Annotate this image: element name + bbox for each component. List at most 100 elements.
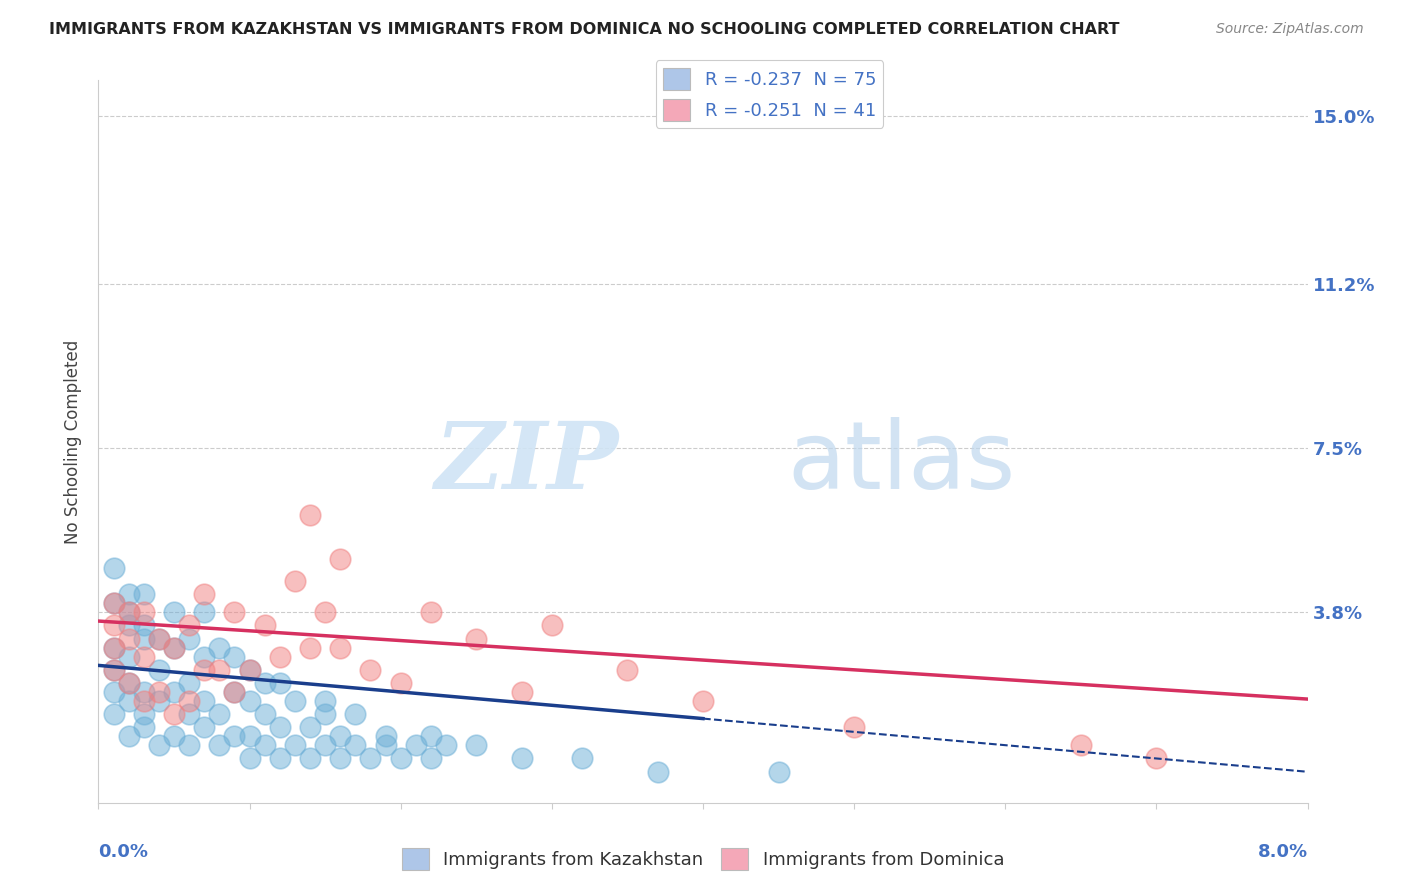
Point: [253, 618, 276, 632]
Point: [103, 596, 125, 610]
Point: [420, 605, 443, 619]
Point: [616, 663, 638, 677]
Point: [103, 663, 125, 677]
Point: [193, 605, 215, 619]
Point: [647, 764, 669, 779]
Point: [224, 649, 246, 664]
Point: [239, 729, 262, 743]
Point: [179, 707, 201, 722]
Point: [510, 685, 533, 699]
Point: [253, 707, 276, 722]
Point: [299, 508, 322, 522]
Point: [103, 596, 125, 610]
Text: 0.0%: 0.0%: [98, 843, 149, 861]
Point: [374, 729, 396, 743]
Point: [148, 738, 170, 752]
Point: [118, 605, 141, 619]
Point: [208, 640, 231, 655]
Point: [193, 663, 215, 677]
Point: [329, 729, 352, 743]
Point: [465, 632, 488, 646]
Point: [163, 685, 186, 699]
Point: [163, 707, 186, 722]
Point: [118, 632, 141, 646]
Point: [148, 632, 170, 646]
Point: [420, 729, 443, 743]
Point: [239, 751, 262, 765]
Point: [299, 721, 322, 735]
Point: [208, 707, 231, 722]
Point: [132, 694, 155, 708]
Text: 8.0%: 8.0%: [1257, 843, 1308, 861]
Point: [1146, 751, 1168, 765]
Point: [434, 738, 457, 752]
Point: [510, 751, 533, 765]
Point: [179, 618, 201, 632]
Legend: Immigrants from Kazakhstan, Immigrants from Dominica: Immigrants from Kazakhstan, Immigrants f…: [395, 840, 1011, 877]
Point: [465, 738, 488, 752]
Point: [103, 618, 125, 632]
Point: [329, 552, 352, 566]
Point: [314, 694, 336, 708]
Point: [571, 751, 593, 765]
Y-axis label: No Schooling Completed: No Schooling Completed: [65, 340, 83, 543]
Point: [193, 694, 215, 708]
Point: [103, 663, 125, 677]
Point: [132, 632, 155, 646]
Point: [148, 632, 170, 646]
Point: [208, 738, 231, 752]
Point: [269, 751, 291, 765]
Point: [224, 729, 246, 743]
Point: [163, 640, 186, 655]
Text: ZIP: ZIP: [434, 418, 619, 508]
Point: [132, 605, 155, 619]
Point: [179, 676, 201, 690]
Point: [329, 640, 352, 655]
Point: [118, 587, 141, 601]
Point: [360, 751, 382, 765]
Point: [208, 663, 231, 677]
Point: [103, 561, 125, 575]
Point: [118, 694, 141, 708]
Point: [224, 605, 246, 619]
Point: [269, 649, 291, 664]
Point: [269, 721, 291, 735]
Point: [148, 663, 170, 677]
Point: [1070, 738, 1092, 752]
Point: [118, 676, 141, 690]
Point: [163, 640, 186, 655]
Point: [148, 694, 170, 708]
Point: [284, 574, 307, 589]
Point: [163, 729, 186, 743]
Point: [163, 605, 186, 619]
Point: [132, 587, 155, 601]
Point: [389, 676, 412, 690]
Point: [103, 707, 125, 722]
Point: [179, 738, 201, 752]
Point: [118, 649, 141, 664]
Point: [118, 605, 141, 619]
Point: [239, 663, 262, 677]
Point: [132, 707, 155, 722]
Point: [132, 685, 155, 699]
Point: [374, 738, 396, 752]
Point: [405, 738, 427, 752]
Point: [844, 721, 866, 735]
Point: [344, 738, 367, 752]
Point: [193, 721, 215, 735]
Point: [314, 707, 336, 722]
Point: [132, 618, 155, 632]
Point: [118, 618, 141, 632]
Point: [284, 694, 307, 708]
Point: [768, 764, 790, 779]
Point: [103, 640, 125, 655]
Point: [179, 632, 201, 646]
Point: [132, 649, 155, 664]
Point: [224, 685, 246, 699]
Point: [179, 694, 201, 708]
Point: [103, 685, 125, 699]
Point: [299, 751, 322, 765]
Point: [239, 694, 262, 708]
Point: [253, 676, 276, 690]
Point: [253, 738, 276, 752]
